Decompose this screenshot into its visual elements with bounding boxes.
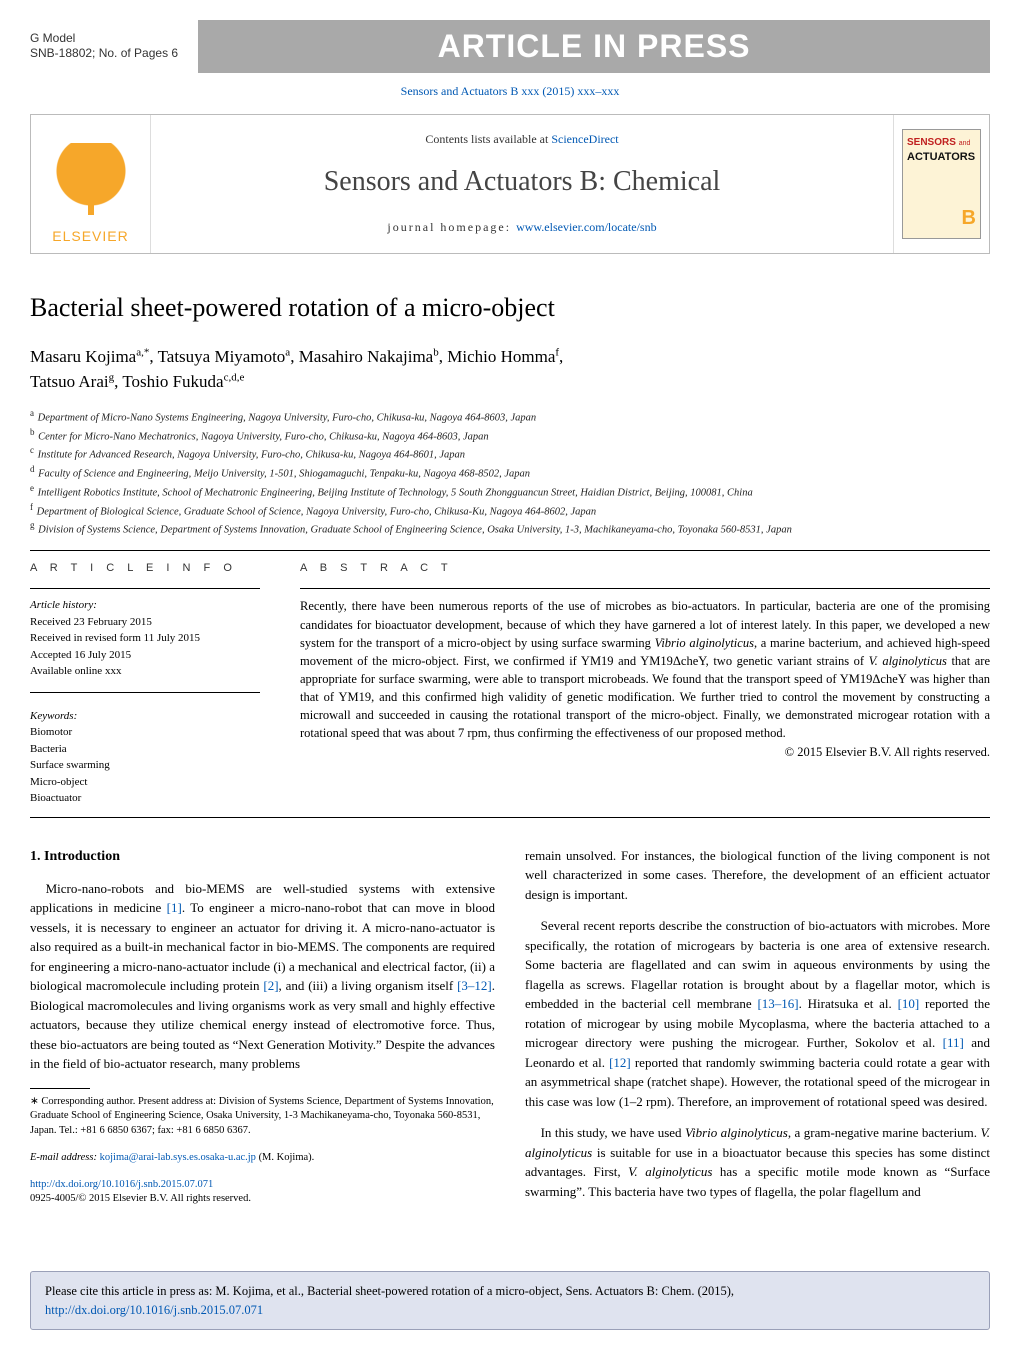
corresponding-author-footnote: ∗ Corresponding author. Present address … [30,1095,495,1139]
journal-title: Sensors and Actuators B: Chemical [324,162,721,201]
journal-cover-thumb: SENSORS and ACTUATORS B [902,129,981,239]
info-rule-2 [30,692,260,693]
cite-text: Please cite this article in press as: M.… [45,1284,734,1298]
footnote-rule [30,1088,90,1089]
journal-header-center: Contents lists available at ScienceDirec… [151,115,893,253]
email-footnote: E-mail address: kojima@arai-lab.sys.es.o… [30,1151,495,1166]
intro-para-3: Several recent reports describe the cons… [525,916,990,1111]
rule-top [30,550,990,551]
abstract-text: Recently, there have been numerous repor… [300,597,990,742]
affiliation-b: b Center for Micro-Nano Mechatronics, Na… [30,426,990,445]
affiliation-c: c Institute for Advanced Research, Nagoy… [30,444,990,463]
journal-header-box: ELSEVIER Contents lists available at Sci… [30,114,990,254]
journal-citation-link[interactable]: Sensors and Actuators B xxx (2015) xxx–x… [401,84,620,98]
issn-line: 0925-4005/© 2015 Elsevier B.V. All right… [30,1193,251,1204]
email-who: (M. Kojima). [256,1152,314,1163]
abstract-heading: A B S T R A C T [300,561,990,576]
affiliation-g: g Division of Systems Science, Departmen… [30,519,990,538]
keyword-0: Biomotor [30,724,260,741]
history-online: Available online xxx [30,663,260,680]
affiliation-a: a Department of Micro-Nano Systems Engin… [30,407,990,426]
sciencedirect-link[interactable]: ScienceDirect [551,132,618,146]
cover-line2: ACTUATORS [907,150,976,165]
contents-prefix: Contents lists available at [425,132,551,146]
section-heading-intro: 1. Introduction [30,846,495,867]
authors-line: Masaru Kojimaa,*, Tatsuya Miyamotoa, Mas… [30,344,990,395]
keyword-2: Surface swarming [30,757,260,774]
publisher-logo-text: ELSEVIER [52,227,128,247]
history-revised: Received in revised form 11 July 2015 [30,630,260,647]
cover-line1: SENSORS and [907,136,976,150]
doi-block: http://dx.doi.org/10.1016/j.snb.2015.07.… [30,1178,495,1207]
affiliation-d: d Faculty of Science and Engineering, Me… [30,463,990,482]
info-abstract-row: A R T I C L E I N F O Article history: R… [30,561,990,807]
intro-para-4: In this study, we have used Vibrio algin… [525,1123,990,1201]
journal-homepage-link[interactable]: www.elsevier.com/locate/snb [516,220,657,234]
author-4: Tatsuo Araig [30,372,114,391]
info-rule [30,588,260,589]
gmodel-line1: G Model [30,31,178,47]
affiliation-e: e Intelligent Robotics Institute, School… [30,482,990,501]
contents-available-line: Contents lists available at ScienceDirec… [425,131,618,148]
body-two-column: 1. Introduction Micro-nano-robots and bi… [30,846,990,1219]
abstract-copyright: © 2015 Elsevier B.V. All rights reserved… [300,744,990,762]
keywords-label: Keywords: [30,709,260,724]
affiliations-block: a Department of Micro-Nano Systems Engin… [30,407,990,538]
email-link[interactable]: kojima@arai-lab.sys.es.osaka-u.ac.jp [100,1152,256,1163]
author-2: Masahiro Nakajimab [299,347,439,366]
author-3: Michio Hommaf [447,347,559,366]
affiliation-f: f Department of Biological Science, Grad… [30,501,990,520]
doi-link[interactable]: http://dx.doi.org/10.1016/j.snb.2015.07.… [30,1179,213,1190]
keyword-3: Micro-object [30,774,260,791]
elsevier-tree-icon [56,143,126,223]
abstract-rule [300,588,990,589]
email-label: E-mail address: [30,1152,100,1163]
abstract-column: A B S T R A C T Recently, there have bee… [300,561,990,807]
journal-citation: Sensors and Actuators B xxx (2015) xxx–x… [30,83,990,100]
history-received: Received 23 February 2015 [30,614,260,631]
history-accepted: Accepted 16 July 2015 [30,647,260,664]
intro-para-2: remain unsolved. For instances, the biol… [525,846,990,905]
please-cite-box: Please cite this article in press as: M.… [30,1271,990,1331]
article-info-column: A R T I C L E I N F O Article history: R… [30,561,260,807]
article-history: Article history: Received 23 February 20… [30,597,260,680]
homepage-prefix: journal homepage: [387,220,516,234]
gmodel-line2: SNB-18802; No. of Pages 6 [30,46,178,62]
author-1: Tatsuya Miyamotoa [158,347,291,366]
gmodel-block: G Model SNB-18802; No. of Pages 6 [30,31,178,62]
keyword-1: Bacteria [30,741,260,758]
author-0: Masaru Kojimaa,* [30,347,149,366]
intro-para-1: Micro-nano-robots and bio-MEMS are well-… [30,879,495,1074]
cite-doi-link[interactable]: http://dx.doi.org/10.1016/j.snb.2015.07.… [45,1303,263,1317]
journal-homepage-line: journal homepage: www.elsevier.com/locat… [387,219,656,236]
article-info-heading: A R T I C L E I N F O [30,561,260,576]
cover-badge: B [962,204,976,232]
keywords-list: Biomotor Bacteria Surface swarming Micro… [30,724,260,807]
article-in-press-banner: ARTICLE IN PRESS [198,20,990,73]
keyword-4: Bioactuator [30,790,260,807]
journal-cover-cell: SENSORS and ACTUATORS B [893,115,989,253]
article-title: Bacterial sheet-powered rotation of a mi… [30,290,990,326]
publisher-logo-cell: ELSEVIER [31,115,151,253]
history-label: Article history: [30,597,260,614]
rule-bottom [30,817,990,818]
author-5: Toshio Fukudac,d,e [122,372,244,391]
gmodel-row: G Model SNB-18802; No. of Pages 6 ARTICL… [30,20,990,73]
